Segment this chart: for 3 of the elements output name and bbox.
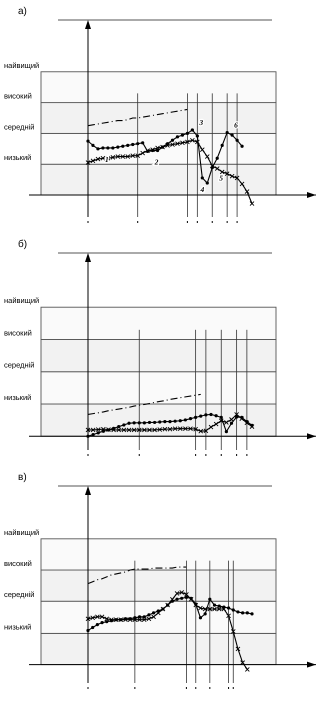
chart-title: б) <box>18 239 28 250</box>
chart-title: а) <box>18 6 27 17</box>
chart-title: в) <box>18 472 27 483</box>
